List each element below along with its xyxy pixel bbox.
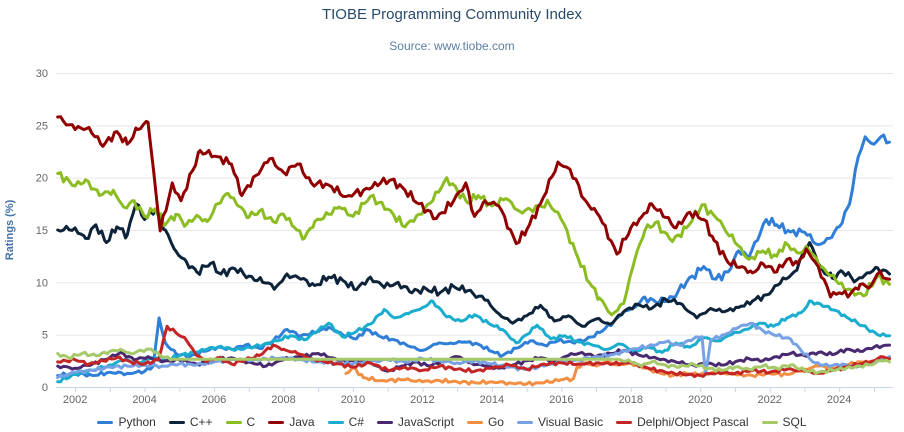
legend-label: Go [487,415,504,429]
legend-marker [268,420,285,424]
legend-label: C [246,415,256,429]
legend-label: C# [348,415,364,429]
x-tick-label: 2010 [341,394,365,406]
x-tick-label: 2020 [688,394,712,406]
legend-label: Python [118,415,156,429]
y-tick-label: 10 [36,277,48,289]
x-tick-label: 2014 [480,394,504,406]
x-tick-label: 2022 [757,394,781,406]
legend-item-python[interactable]: Python [97,415,156,429]
legend-item-java[interactable]: Java [268,415,315,429]
chart-title: TIOBE Programming Community Index [321,6,583,23]
legend-label: C++ [189,415,213,429]
x-tick-label: 2024 [827,394,851,406]
legend-item-delphi-object-pascal[interactable]: Delphi/Object Pascal [616,415,749,429]
x-tick-label: 2018 [619,394,643,406]
x-tick-label: 2008 [271,394,295,406]
x-tick-label: 2006 [202,394,226,406]
x-tick-label: 2012 [410,394,434,406]
legend-marker [616,420,633,424]
legend-label: SQL [782,415,807,429]
legend-item-sql[interactable]: SQL [761,415,807,429]
plot-area: 0 5 10 15 20 25 30 2002 2004 2006 2008 2010 2012 2014… [36,68,893,406]
y-tick-label: 5 [42,330,48,342]
legend-marker [376,420,393,424]
legend-marker [225,420,242,424]
legend-marker [327,420,344,424]
x-tick-label: 2004 [132,394,156,406]
y-tick-label: 15 [36,225,48,237]
x-tick-label: 2016 [549,394,573,406]
legend-label: JavaScript [397,415,454,429]
legend-item-go[interactable]: Go [466,415,504,429]
gridlines: 0 5 10 15 20 25 30 [36,68,893,394]
series-line-java [56,115,891,299]
legend-marker [761,420,778,424]
legend-item-c-[interactable]: C# [327,415,364,429]
legend-item-visual-basic[interactable]: Visual Basic [516,415,604,429]
legend-label: Delphi/Object Pascal [637,415,749,429]
legend-marker [516,420,533,424]
chart-subtitle: Source: www.tiobe.com [389,39,515,53]
y-tick-label: 0 [42,382,48,394]
y-tick-label: 20 [36,173,48,185]
legend-marker [168,420,185,424]
legend-item-c[interactable]: C [225,415,256,429]
legend-marker [97,420,114,424]
series-line-python [56,133,891,378]
legend-marker [466,420,483,424]
x-axis: 2002 2004 2006 2008 2010 2012 2014 2016 2018 2020… [56,387,893,406]
series-line-delphi-object-pascal [56,324,891,379]
series-line-c- [56,202,891,328]
y-tick-label: 25 [36,120,48,132]
series-line-sql [56,347,891,376]
y-tick-label: 30 [36,68,48,80]
x-tick-label: 2002 [63,394,87,406]
legend-item-javascript[interactable]: JavaScript [376,415,454,429]
legend-label: Java [289,415,315,429]
legend-label: Visual Basic [537,415,604,429]
series-line-c [56,171,891,317]
legend: Python C++ C Java C# JavaScript Go Visual Basic… [0,415,904,429]
legend-item-c-[interactable]: C++ [168,415,213,429]
